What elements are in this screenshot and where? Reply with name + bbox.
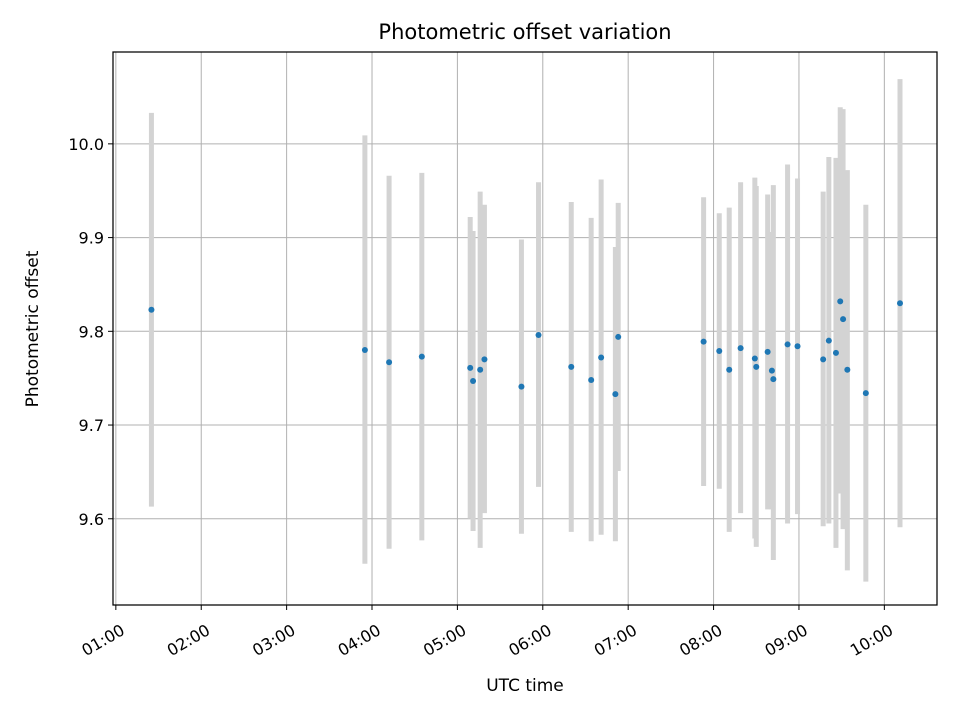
data-point bbox=[844, 366, 851, 373]
data-point bbox=[820, 356, 827, 363]
y-axis-title: Photometric offset bbox=[23, 250, 43, 407]
y-tick-label: 9.9 bbox=[79, 229, 104, 248]
data-points bbox=[148, 298, 903, 398]
chart-title: Photometric offset variation bbox=[378, 20, 671, 44]
data-point bbox=[840, 316, 847, 323]
data-point bbox=[784, 341, 791, 348]
y-axis-ticks: 9.6 9.7 9.8 9.9 10.0 bbox=[68, 135, 113, 529]
data-point bbox=[612, 391, 619, 398]
data-point bbox=[588, 377, 595, 384]
data-point bbox=[726, 366, 733, 373]
data-point bbox=[481, 356, 488, 363]
data-point bbox=[825, 337, 832, 344]
data-point bbox=[768, 367, 775, 374]
data-point bbox=[794, 343, 801, 350]
grid-lines bbox=[113, 52, 937, 605]
data-point bbox=[535, 332, 542, 339]
data-point bbox=[418, 353, 425, 360]
data-point bbox=[737, 345, 744, 352]
plot-area-frame bbox=[112, 51, 938, 606]
data-point bbox=[361, 347, 368, 354]
data-point bbox=[477, 366, 484, 373]
data-point bbox=[837, 298, 844, 305]
data-point bbox=[862, 390, 869, 397]
data-point bbox=[467, 364, 474, 371]
data-point bbox=[615, 333, 622, 340]
data-point bbox=[386, 359, 393, 366]
data-point bbox=[518, 383, 525, 390]
x-axis-title: UTC time bbox=[486, 676, 564, 696]
data-point bbox=[896, 300, 903, 307]
y-tick-label: 9.6 bbox=[79, 510, 104, 529]
data-point bbox=[470, 377, 477, 384]
data-point bbox=[700, 338, 707, 345]
data-point bbox=[832, 349, 839, 356]
data-point bbox=[753, 363, 760, 370]
data-point bbox=[751, 355, 758, 362]
data-point bbox=[598, 354, 605, 361]
data-point bbox=[716, 347, 723, 354]
data-point bbox=[770, 376, 777, 383]
data-point bbox=[148, 306, 155, 313]
y-tick-label: 9.7 bbox=[79, 416, 104, 435]
data-point bbox=[764, 348, 771, 355]
y-tick-label: 9.8 bbox=[79, 322, 104, 341]
data-point bbox=[568, 363, 575, 370]
y-tick-label: 10.0 bbox=[68, 135, 104, 154]
